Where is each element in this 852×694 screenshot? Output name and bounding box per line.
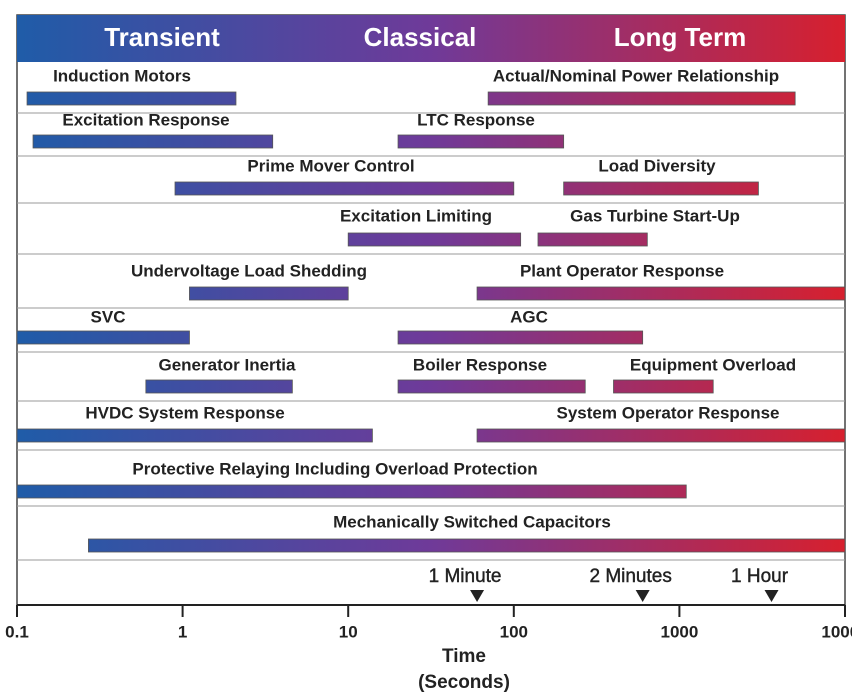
bar-label: Prime Mover Control <box>247 156 414 175</box>
bar-label: Plant Operator Response <box>520 261 724 280</box>
x-axis-title: Time <box>442 646 486 667</box>
bar-label: Induction Motors <box>53 66 191 85</box>
x-tick-label: 1000 <box>660 622 698 641</box>
x-tick-label: 0.1 <box>5 622 29 641</box>
range-bar <box>613 379 714 394</box>
range-bar <box>487 91 796 106</box>
bar-label: Gas Turbine Start-Up <box>570 206 740 225</box>
x-tick-label: 10 <box>339 622 358 641</box>
range-bar <box>397 330 644 345</box>
range-bar <box>16 330 190 345</box>
bar-label: SVC <box>91 307 126 326</box>
phase-label: Classical <box>364 22 477 52</box>
phase-label: Transient <box>104 22 220 52</box>
header-band <box>17 15 845 62</box>
range-bar <box>88 538 846 553</box>
range-bar <box>476 428 846 443</box>
annotation-label: 1 Minute <box>429 566 502 587</box>
range-bar <box>397 134 565 149</box>
range-bar <box>537 232 648 247</box>
x-tick-label: 100 <box>500 622 528 641</box>
bar-label: AGC <box>510 307 548 326</box>
bar-label: LTC Response <box>417 110 535 129</box>
range-bar <box>145 379 293 394</box>
range-bar <box>16 428 373 443</box>
bar-label: System Operator Response <box>557 403 780 422</box>
bar-label: Boiler Response <box>413 355 547 374</box>
annotation-label: 1 Hour <box>731 566 789 587</box>
range-bar <box>16 484 687 499</box>
x-tick-label: 10000 <box>821 622 852 641</box>
bar-label: Load Diversity <box>598 156 716 175</box>
bar-label: Excitation Limiting <box>340 206 492 225</box>
range-bar <box>476 286 846 301</box>
annotation-arrow <box>635 590 650 602</box>
x-tick-label: 1 <box>178 622 187 641</box>
range-bar <box>347 232 522 247</box>
bar-label: Actual/Nominal Power Relationship <box>493 66 779 85</box>
bar-label: Mechanically Switched Capacitors <box>333 512 611 531</box>
bar-label: Protective Relaying Including Overload P… <box>132 459 537 478</box>
annotation-label: 2 Minutes <box>589 566 671 587</box>
bar-label: Undervoltage Load Shedding <box>131 261 367 280</box>
bar-label: Excitation Response <box>62 110 229 129</box>
annotation-arrow <box>470 590 485 602</box>
bar-label: Equipment Overload <box>630 355 796 374</box>
range-bar <box>32 134 274 149</box>
phase-label: Long Term <box>614 22 746 52</box>
bar-label: HVDC System Response <box>85 403 284 422</box>
annotation-arrow <box>764 590 779 602</box>
range-bar <box>26 91 237 106</box>
range-bar <box>397 379 586 394</box>
bar-label: Generator Inertia <box>159 355 297 374</box>
range-bar <box>189 286 349 301</box>
range-bar <box>563 181 759 196</box>
range-bar <box>174 181 515 196</box>
x-axis-title: (Seconds) <box>418 672 510 693</box>
